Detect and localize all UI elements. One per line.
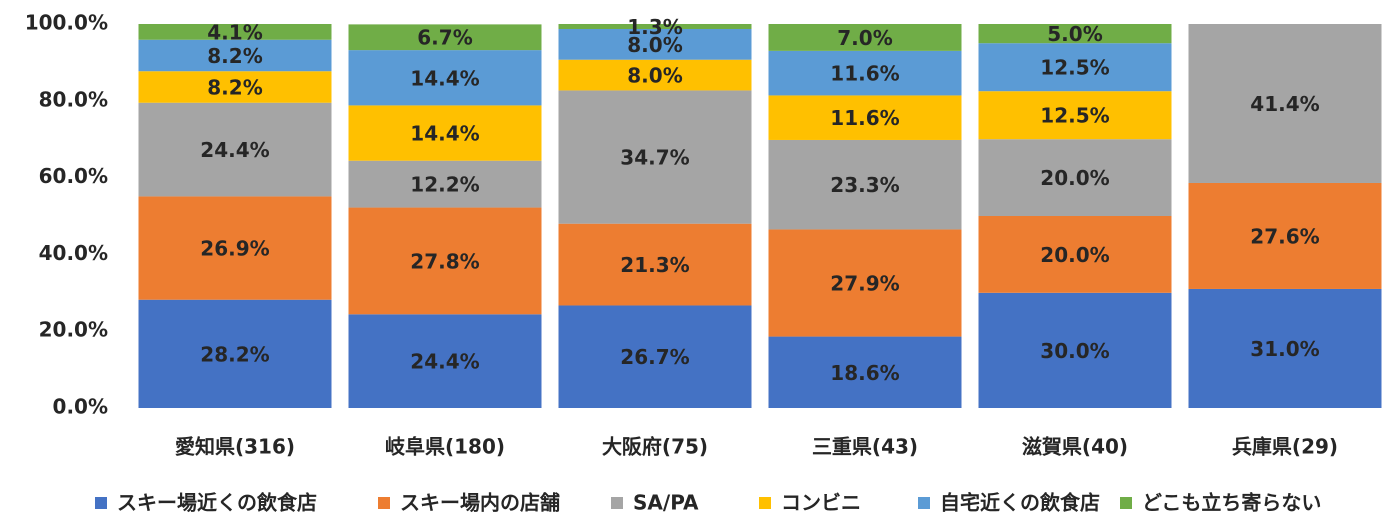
bar-segment — [768, 229, 962, 337]
data-label: 24.4% — [200, 138, 269, 162]
y-tick-label: 40.0% — [39, 241, 108, 265]
bar-segment — [558, 28, 752, 60]
bar-segment — [138, 102, 332, 197]
data-label: 27.6% — [1250, 224, 1319, 248]
bar-segment — [348, 160, 542, 208]
bar-segment — [138, 39, 332, 72]
bar-segment — [348, 24, 542, 51]
data-label: 21.3% — [620, 253, 689, 277]
bar-segment — [768, 24, 962, 51]
y-tick-label: 80.0% — [39, 87, 108, 111]
x-tick-label: 愛知県(316) — [175, 435, 295, 459]
bar-segment — [1188, 24, 1382, 183]
legend-label: スキー場近くの飲食店 — [117, 491, 317, 515]
data-label: 12.5% — [1040, 104, 1109, 128]
bar-segment — [558, 305, 752, 408]
y-tick-label: 0.0% — [53, 395, 108, 419]
legend-swatch — [611, 497, 623, 509]
legend-swatch — [378, 497, 390, 509]
data-label: 12.5% — [1040, 56, 1109, 80]
bar-segment — [558, 223, 752, 306]
bar-segment — [138, 24, 332, 40]
bar-segment — [1188, 288, 1382, 408]
data-label: 7.0% — [837, 26, 892, 50]
legend-label: SA/PA — [633, 491, 699, 515]
data-label: 30.0% — [1040, 339, 1109, 363]
data-label: 23.3% — [830, 173, 899, 197]
data-label: 20.0% — [1040, 243, 1109, 267]
bar-segment — [558, 59, 752, 91]
bar-segment — [768, 336, 962, 408]
x-tick-label: 兵庫県(29) — [1232, 435, 1338, 459]
data-label: 18.6% — [830, 361, 899, 385]
bar-segment — [138, 196, 332, 300]
y-tick-label: 100.0% — [25, 11, 108, 35]
bar-segment — [768, 50, 962, 96]
x-tick-label: 三重県(43) — [812, 435, 918, 459]
bar-segment — [138, 299, 332, 408]
legend-swatch — [759, 497, 771, 509]
bar-segment — [348, 314, 542, 408]
data-label: 27.9% — [830, 272, 899, 296]
legend-swatch — [918, 497, 930, 509]
bar-segment — [978, 24, 1172, 44]
bar-segment — [768, 95, 962, 140]
bar-segment — [558, 24, 752, 29]
bar-segment — [978, 43, 1172, 92]
data-label: 8.2% — [207, 44, 262, 68]
bar-segment — [978, 292, 1172, 408]
legend-swatch — [1120, 497, 1132, 509]
x-tick-label: 大阪府(75) — [602, 435, 708, 459]
bar-segment — [348, 207, 542, 315]
data-label: 1.3% — [627, 15, 682, 39]
legend-label: コンビニ — [781, 491, 861, 515]
legend-label: 自宅近くの飲食店 — [940, 491, 1100, 515]
y-tick-label: 20.0% — [39, 318, 108, 342]
data-label: 24.4% — [410, 350, 479, 374]
bar-segment — [348, 105, 542, 161]
data-label: 27.8% — [410, 249, 479, 273]
data-label: 8.0% — [627, 64, 682, 88]
data-label: 20.0% — [1040, 166, 1109, 190]
data-label: 12.2% — [410, 173, 479, 197]
bar-segment — [138, 71, 332, 103]
y-tick-label: 60.0% — [39, 164, 108, 188]
legend-label: スキー場内の店舗 — [400, 491, 560, 515]
data-label: 26.7% — [620, 345, 689, 369]
data-label: 11.6% — [830, 106, 899, 130]
data-label: 6.7% — [417, 26, 472, 50]
data-label: 8.0% — [627, 33, 682, 57]
legend-swatch — [95, 497, 107, 509]
bar-segment — [558, 90, 752, 224]
bar-segment — [768, 139, 962, 230]
bar-segment — [978, 139, 1172, 216]
x-tick-label: 滋賀県(40) — [1022, 435, 1128, 459]
bar-segment — [978, 91, 1172, 140]
data-label: 8.2% — [207, 75, 262, 99]
bar-segment — [348, 50, 542, 106]
data-label: 5.0% — [1047, 22, 1102, 46]
data-label: 31.0% — [1250, 337, 1319, 361]
data-label: 34.7% — [620, 146, 689, 170]
data-label: 11.6% — [830, 62, 899, 86]
bar-segment — [1188, 182, 1382, 289]
data-label: 41.4% — [1250, 92, 1319, 116]
x-tick-label: 岐阜県(180) — [385, 435, 505, 459]
data-label: 4.1% — [207, 20, 262, 44]
data-label: 28.2% — [200, 342, 269, 366]
data-label: 26.9% — [200, 237, 269, 261]
data-label: 14.4% — [410, 66, 479, 90]
bar-segment — [978, 216, 1172, 293]
legend-label: どこも立ち寄らない — [1142, 491, 1321, 515]
data-label: 14.4% — [410, 122, 479, 146]
